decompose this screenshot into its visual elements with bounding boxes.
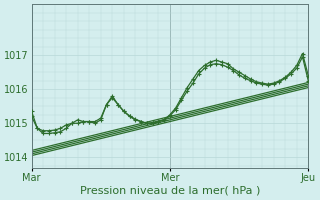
X-axis label: Pression niveau de la mer( hPa ): Pression niveau de la mer( hPa ) bbox=[80, 186, 260, 196]
